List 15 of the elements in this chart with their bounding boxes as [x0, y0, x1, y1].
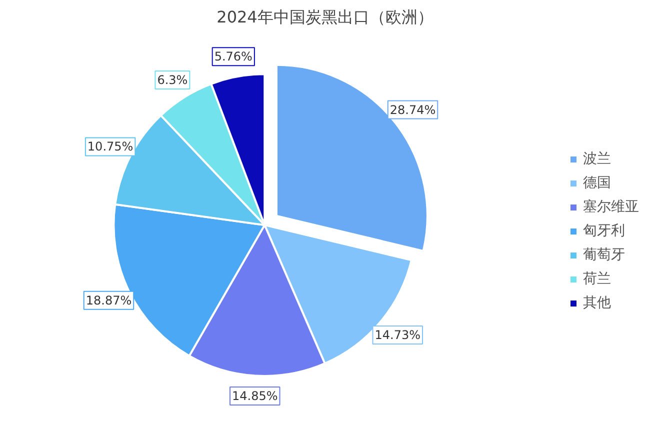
legend-label: 其他	[583, 294, 611, 312]
data-label: 6.3%	[157, 72, 188, 87]
data-label: 14.85%	[232, 388, 278, 403]
legend-label: 匈牙利	[583, 222, 625, 240]
legend-label: 荷兰	[583, 270, 611, 288]
legend-label: 德国	[583, 174, 611, 192]
chart-title: 2024年中国炭黑出口（欧洲）	[216, 8, 434, 26]
legend-label: 葡萄牙	[583, 246, 625, 264]
data-label: 10.75%	[87, 140, 134, 154]
data-label: 5.76%	[214, 50, 252, 64]
data-label: 28.74%	[390, 102, 436, 117]
legend-label: 塞尔维亚	[583, 198, 639, 216]
data-label: 14.73%	[374, 328, 421, 342]
data-label: 18.87%	[86, 293, 132, 308]
legend-label: 波兰	[583, 150, 611, 168]
